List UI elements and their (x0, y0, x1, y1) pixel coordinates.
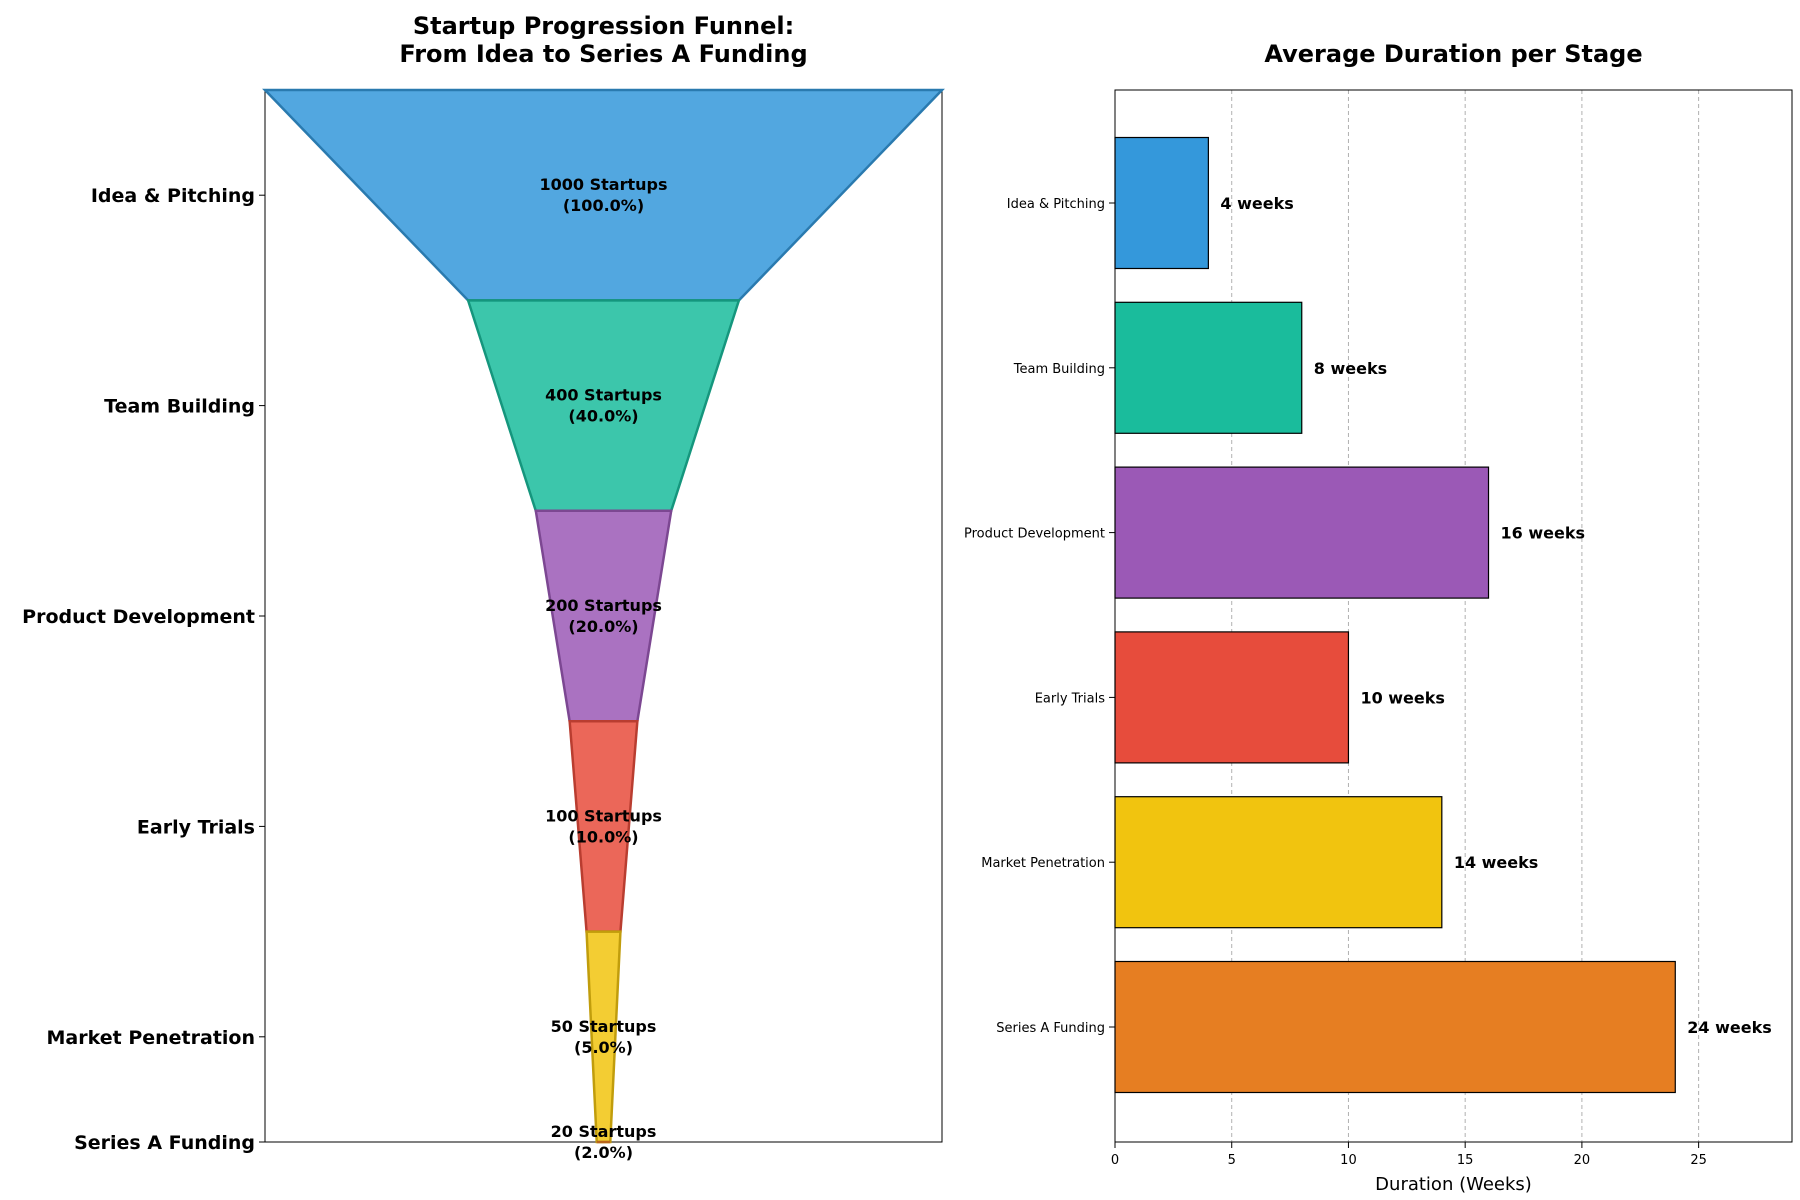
x-axis-label: Duration (Weeks) (1375, 1174, 1532, 1195)
duration-stage-label: Market Penetration (981, 856, 1105, 871)
duration-value-label: 16 weeks (1501, 524, 1585, 543)
funnel-stage-label: Early Trials (137, 816, 255, 838)
funnel-count-label: 100 Startups (545, 806, 662, 825)
duration-plot: 4 weeks Idea & Pitching 8 weeks Team Buildi… (964, 40, 1793, 1195)
funnel-stage-label: Idea & Pitching (91, 185, 255, 207)
duration-bar (1114, 960, 1676, 1094)
duration-value-label: 8 weeks (1314, 359, 1387, 378)
funnel-count-label: 200 Startups (545, 596, 662, 615)
funnel-plot: 1000 Startups (100.0%) 400 Startups (40.0%)… (22, 12, 945, 1162)
x-tick-label: 5 (1228, 1153, 1236, 1168)
x-tick-label: 25 (1690, 1153, 1707, 1168)
duration-value-label: 4 weeks (1220, 194, 1293, 213)
funnel-stage-label: Product Development (22, 606, 255, 628)
funnel-count-label: 50 Startups (551, 1017, 657, 1036)
duration-bar (1114, 301, 1303, 434)
funnel-percent-label: (20.0%) (568, 617, 638, 636)
funnel-count-label: 400 Startups (545, 386, 662, 405)
duration-bar (1114, 631, 1350, 764)
funnel-segment (568, 719, 639, 933)
funnel-title-line-2: From Idea to Series A Funding (399, 40, 807, 68)
funnel-count-label: 20 Startups (551, 1122, 657, 1141)
funnel-percent-label: (2.0%) (574, 1143, 633, 1162)
funnel-stage-label: Series A Funding (74, 1132, 255, 1154)
duration-bar (1114, 136, 1209, 270)
funnel-segment (262, 88, 945, 302)
x-tick-label: 15 (1457, 1153, 1474, 1168)
duration-bar (1114, 796, 1443, 929)
duration-title: Average Duration per Stage (1264, 40, 1642, 68)
funnel-percent-label: (5.0%) (574, 1038, 633, 1057)
duration-stage-label: Product Development (964, 527, 1105, 542)
x-tick-label: 20 (1574, 1153, 1591, 1168)
duration-bar (1114, 466, 1490, 599)
funnel-segment (466, 299, 741, 513)
funnel-percent-label: (10.0%) (568, 827, 638, 846)
funnel-segment (534, 509, 673, 723)
duration-value-label: 14 weeks (1454, 853, 1538, 872)
duration-value-label: 10 weeks (1360, 688, 1444, 707)
duration-value-label: 24 weeks (1687, 1018, 1771, 1037)
x-tick-label: 10 (1340, 1153, 1357, 1168)
funnel-stage-label: Market Penetration (47, 1027, 255, 1049)
duration-stage-label: Series A Funding (996, 1021, 1105, 1036)
funnel-segment (585, 930, 622, 1144)
duration-stage-label: Team Building (1013, 362, 1105, 377)
funnel-percent-label: (40.0%) (568, 407, 638, 426)
duration-stage-label: Idea & Pitching (1007, 197, 1105, 212)
funnel-title-line-1: Startup Progression Funnel: (413, 12, 794, 40)
funnel-percent-label: (100.0%) (563, 196, 644, 215)
funnel-count-label: 1000 Startups (540, 175, 668, 194)
funnel-stage-label: Team Building (104, 396, 255, 418)
x-tick-label: 0 (1111, 1153, 1119, 1168)
duration-frame (1114, 89, 1793, 1143)
duration-stage-label: Early Trials (1035, 691, 1106, 706)
